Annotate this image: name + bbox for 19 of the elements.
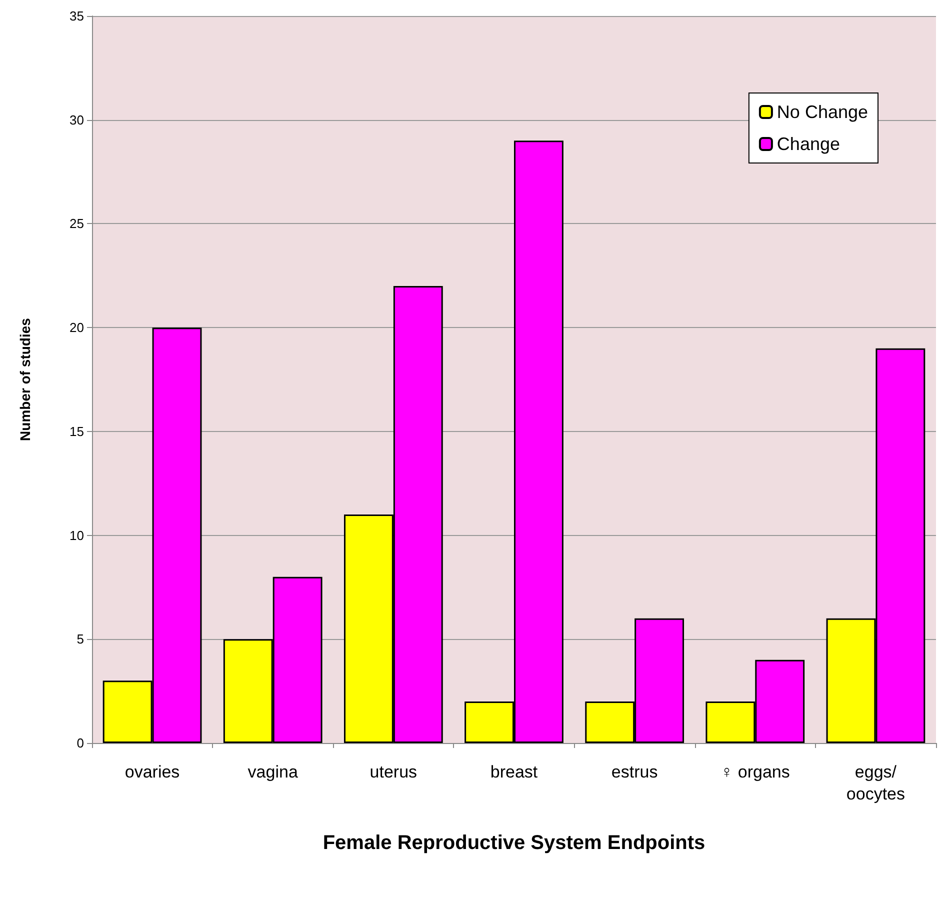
x-tick-label: ovaries — [124, 762, 180, 782]
x-tick-label: estrus — [611, 762, 658, 782]
y-tick-label: 10 — [70, 528, 84, 543]
x-axis-title: Female Reproductive System Endpoints — [322, 832, 706, 854]
x-tick-label: uterus — [370, 762, 418, 782]
y-tick-label: 0 — [76, 736, 84, 750]
legend-label: No Change — [776, 102, 868, 122]
x-tick-label: breast — [490, 762, 538, 782]
x-tick-label: eggs/ oocytes — [846, 762, 906, 804]
y-tick-label: 5 — [76, 632, 84, 647]
y-axis-title: Number of studies — [17, 318, 33, 441]
y-tick-label: 25 — [70, 216, 84, 232]
y-tick-label: 15 — [70, 424, 84, 439]
x-tick-label: vagina — [248, 762, 298, 782]
x-tick-label: ♀ organs — [720, 762, 790, 782]
y-tick-label: 20 — [70, 320, 84, 336]
y-tick-label: 30 — [70, 112, 84, 128]
legend-label: Change — [776, 134, 840, 154]
y-tick-label: 35 — [70, 8, 84, 24]
